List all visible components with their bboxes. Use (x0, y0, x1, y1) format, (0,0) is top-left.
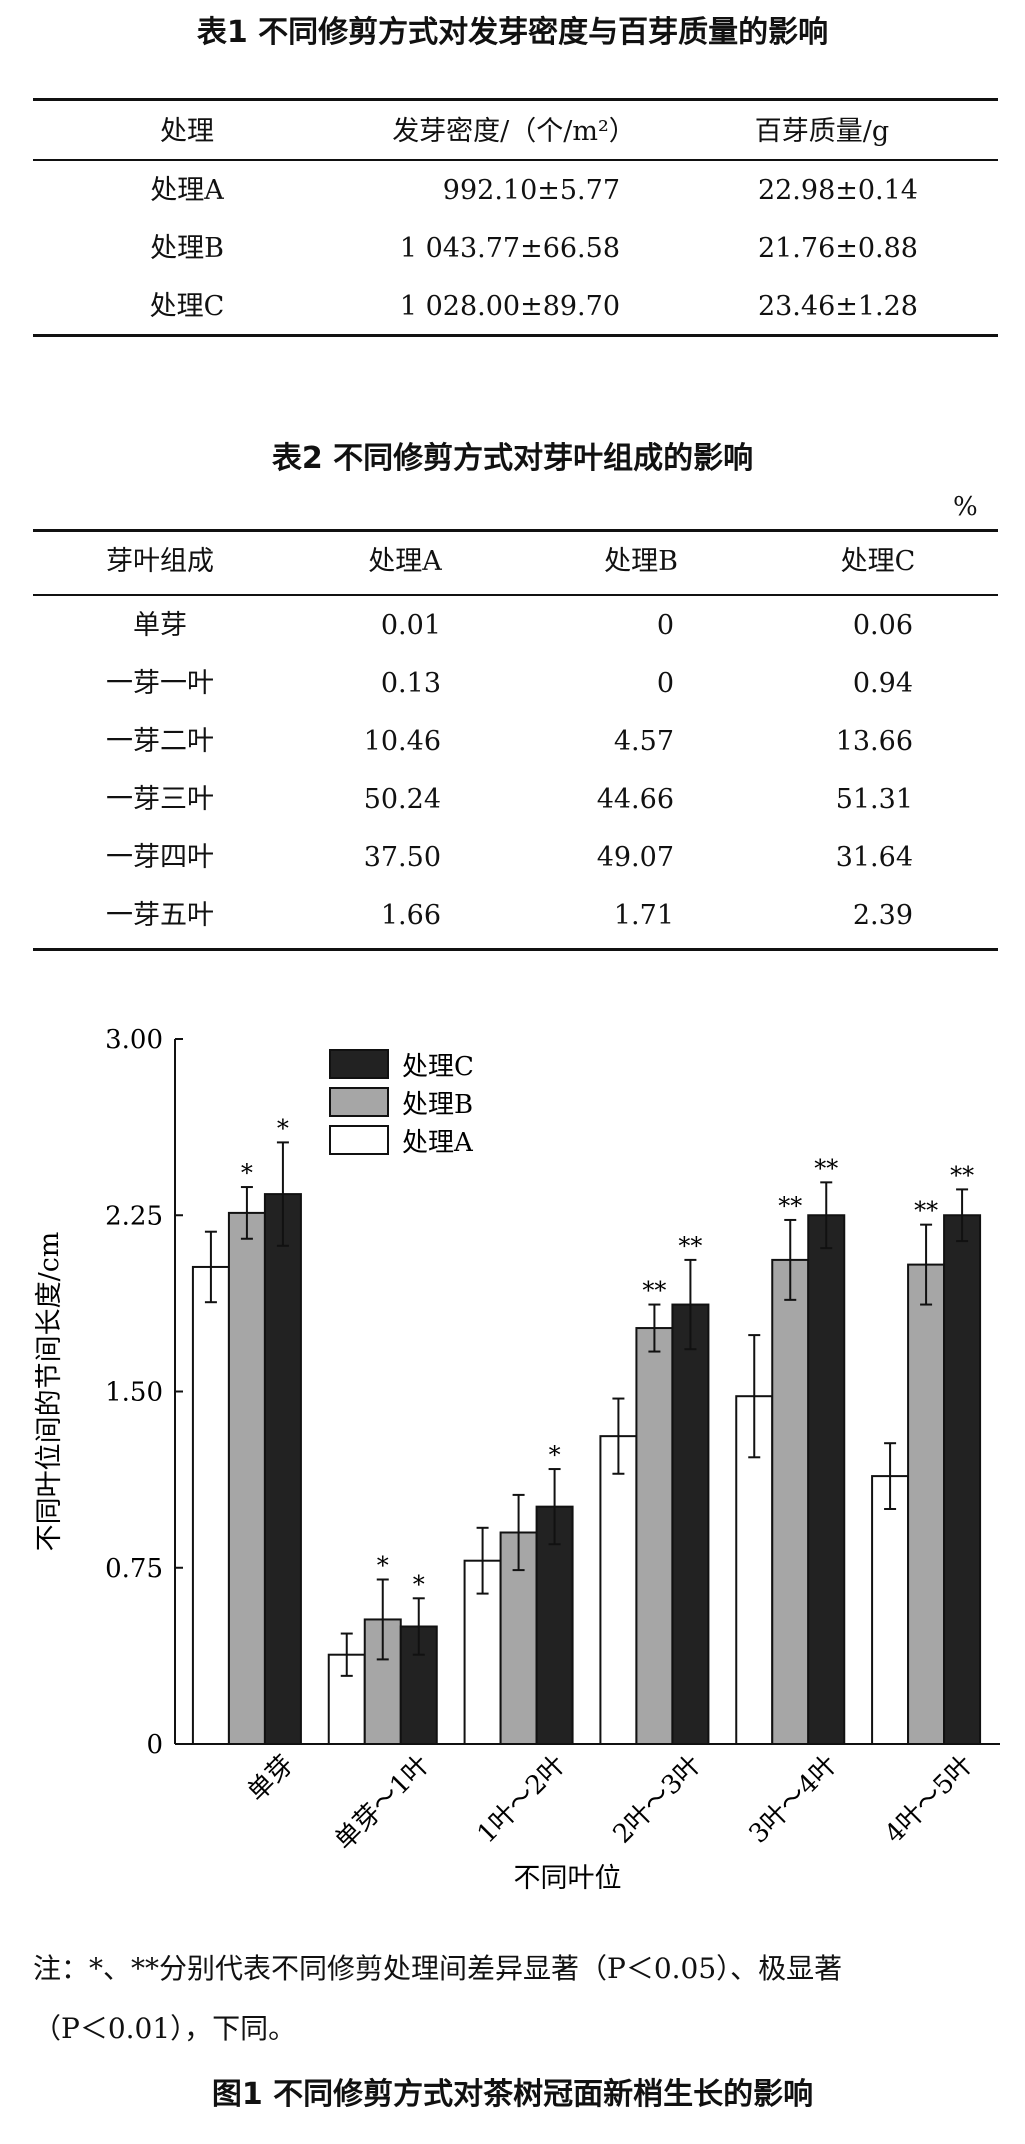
significance-mark: * (549, 1441, 561, 1469)
bar (807, 1214, 846, 1745)
table2-row-label: 一芽三叶 (106, 784, 214, 815)
y-tick-label: 3.00 (105, 1025, 163, 1055)
bar (263, 1193, 302, 1746)
table1-bottom-rule (33, 334, 998, 337)
table2-cell-b: 0 (656, 668, 674, 699)
x-tick-label: 3叶～4叶 (743, 1750, 843, 1850)
table2-header-a: 处理A (368, 546, 442, 577)
bar (599, 1435, 638, 1745)
significance-mark: ** (814, 1154, 838, 1182)
table2-header-c: 处理C (840, 546, 916, 577)
significance-mark: ** (950, 1161, 974, 1189)
bar (671, 1303, 710, 1745)
table2-cell-c: 0.06 (852, 610, 913, 641)
y-tick-label: 0 (146, 1730, 163, 1760)
bar (399, 1625, 438, 1745)
significance-mark: ** (678, 1232, 702, 1260)
significance-mark: ** (778, 1192, 802, 1220)
y-tick-label: 1.50 (105, 1378, 163, 1408)
x-tick-label: 1叶～2叶 (472, 1750, 572, 1850)
x-tick-label: 2叶～3叶 (608, 1750, 708, 1850)
significance-mark: * (277, 1114, 289, 1142)
table1-cell-mass: 23.46±1.28 (757, 291, 918, 322)
table1-caption: 表1 不同修剪方式对发芽密度与百芽质量的影响 (196, 15, 829, 50)
table2-cell-a: 50.24 (363, 784, 441, 815)
legend-label: 处理B (402, 1090, 473, 1120)
table2-cell-b: 4.57 (613, 726, 674, 757)
bar (771, 1258, 810, 1745)
significance-mark: ** (642, 1277, 666, 1305)
bar (907, 1263, 946, 1745)
bar (871, 1475, 910, 1745)
table1-cell-density: 1 028.00±89.70 (399, 291, 620, 322)
legend-swatch (329, 1125, 389, 1155)
table2-row-label: 单芽 (133, 610, 187, 641)
table1-header-rule (33, 159, 998, 161)
y-axis-title: 不同叶位间的节间长度/cm (34, 1232, 65, 1552)
table2-cell-a: 37.50 (363, 842, 441, 873)
bar (943, 1214, 982, 1745)
table1-header-mass: 百芽质量/g (754, 116, 890, 147)
x-tick-label: 4叶～5叶 (879, 1750, 979, 1850)
table2-bottom-rule (33, 948, 998, 951)
bar (191, 1265, 230, 1745)
table2-cell-c: 0.94 (852, 668, 913, 699)
table2-caption: 表2 不同修剪方式对芽叶组成的影响 (271, 441, 754, 476)
significance-mark: * (377, 1552, 389, 1580)
table2-cell-a: 0.01 (380, 610, 441, 641)
table2-cell-c: 51.31 (835, 784, 913, 815)
table2-row-label: 一芽四叶 (106, 842, 214, 873)
bar (535, 1505, 574, 1746)
table2-unit: % (953, 492, 978, 522)
note-line-2: （P＜0.01），下同。 (33, 2012, 297, 2045)
table2-header-rule (33, 594, 998, 596)
x-tick-label: 单芽 (242, 1750, 300, 1808)
table2-cell-b: 44.66 (596, 784, 674, 815)
bar (327, 1653, 366, 1746)
table2-row-label: 一芽五叶 (106, 900, 214, 931)
table2-cell-a: 10.46 (363, 726, 441, 757)
bar-chart: 00.751.502.253.00不同叶位间的节间长度/cm**单芽**单芽～1… (34, 1025, 1000, 1894)
table1-row-label: 处理C (149, 291, 225, 322)
table1-header-treatment: 处理 (160, 116, 214, 147)
figure-caption: 图1 不同修剪方式对茶树冠面新梢生长的影响 (211, 2077, 814, 2112)
table2-cell-c: 31.64 (835, 842, 913, 873)
x-tick-label: 单芽～1叶 (329, 1750, 435, 1856)
bar (635, 1327, 674, 1745)
legend-swatch (329, 1049, 389, 1079)
legend-swatch (329, 1087, 389, 1117)
table2-cell-a: 1.66 (380, 900, 441, 931)
legend-label: 处理C (402, 1052, 474, 1082)
table2-cell-c: 13.66 (835, 726, 913, 757)
significance-mark: * (241, 1159, 253, 1187)
table2-cell-b: 1.71 (613, 900, 674, 931)
table1-cell-mass: 21.76±0.88 (757, 233, 918, 264)
table1-row-label: 处理B (150, 233, 224, 264)
table2-row-label: 一芽一叶 (106, 668, 214, 699)
table2-row-label: 一芽二叶 (106, 726, 214, 757)
significance-mark: ** (914, 1197, 938, 1225)
table1-cell-density: 1 043.77±66.58 (399, 233, 620, 264)
table1-cell-mass: 22.98±0.14 (757, 175, 918, 206)
table1-header-density: 发芽密度/（个/m²） (392, 116, 636, 147)
table2-cell-c: 2.39 (852, 900, 913, 931)
table2-cell-b: 0 (656, 610, 674, 641)
table2-cell-a: 0.13 (380, 668, 441, 699)
note-line-1: 注：*、**分别代表不同修剪处理间差异显著（P＜0.05）、极显著 (33, 1952, 843, 1985)
significance-mark: * (413, 1570, 425, 1598)
table2-header-composition: 芽叶组成 (106, 546, 214, 577)
bar (227, 1211, 266, 1745)
legend-label: 处理A (402, 1128, 474, 1158)
table1-top-rule (33, 98, 998, 101)
table2-top-rule (33, 529, 998, 532)
table2-header-b: 处理B (604, 546, 678, 577)
y-tick-label: 2.25 (105, 1201, 163, 1231)
table2-cell-b: 49.07 (596, 842, 674, 873)
y-tick-label: 0.75 (105, 1554, 163, 1584)
table1-cell-density: 992.10±5.77 (442, 175, 620, 206)
table1-row-label: 处理A (150, 175, 224, 206)
x-axis-title: 不同叶位 (514, 1863, 622, 1894)
